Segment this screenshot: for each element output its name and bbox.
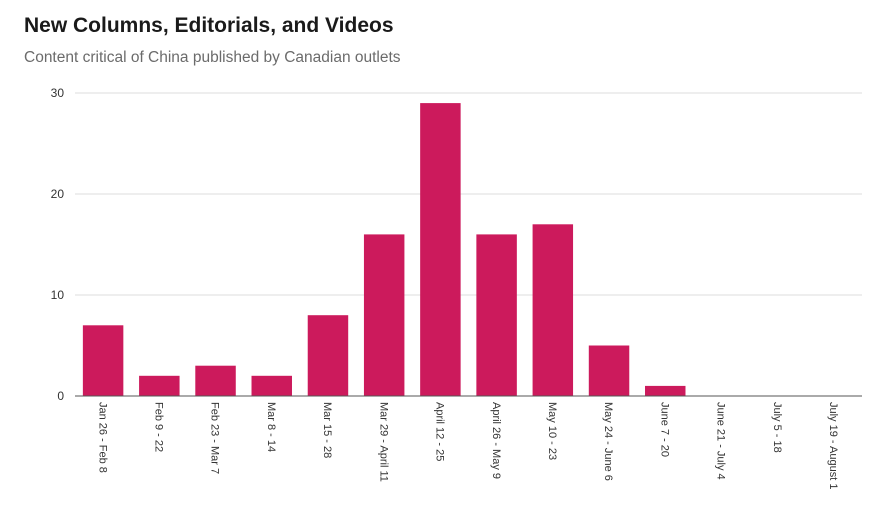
gridlines — [75, 92, 862, 296]
y-axis-ticks: 0 10 20 30 — [51, 86, 65, 403]
chart-title: New Columns, Editorials, and Videos — [24, 14, 394, 37]
x-tick-label: Jan 26 - Feb 8 — [96, 402, 108, 473]
x-tick-label: May 10 - 23 — [546, 402, 558, 460]
x-tick-label: June 7 - 20 — [658, 402, 670, 457]
y-tick-label: 10 — [51, 288, 65, 302]
x-tick-label: April 26 - May 9 — [490, 402, 502, 479]
bar — [588, 345, 630, 396]
x-tick-label: July 19 - August 1 — [827, 402, 839, 489]
x-axis-ticks: Jan 26 - Feb 8 Feb 9 - 22 Feb 23 - Mar 7 Ma… — [96, 402, 839, 489]
bar — [532, 224, 574, 396]
bar — [195, 365, 236, 396]
bar — [363, 234, 405, 396]
bar — [307, 315, 349, 396]
x-tick-label: June 21 - July 4 — [715, 402, 727, 480]
bars — [82, 103, 686, 396]
y-tick-label: 0 — [57, 389, 64, 403]
x-tick-label: Mar 29 - April 11 — [377, 402, 389, 482]
x-tick-label: Mar 15 - 28 — [321, 402, 333, 458]
x-tick-label: May 24 - June 6 — [602, 402, 614, 481]
x-tick-label: July 5 - 18 — [771, 402, 783, 453]
bar — [420, 103, 461, 396]
bar — [251, 375, 292, 396]
bar — [645, 385, 686, 396]
x-tick-label: Feb 9 - 22 — [152, 402, 164, 452]
bar — [476, 234, 517, 396]
x-tick-label: April 12 - 25 — [434, 402, 446, 461]
y-tick-label: 20 — [51, 187, 65, 201]
x-tick-label: Feb 23 - Mar 7 — [209, 402, 221, 474]
chart-subtitle: Content critical of China published by C… — [24, 49, 401, 66]
y-tick-label: 30 — [51, 86, 65, 100]
bar — [139, 375, 180, 396]
x-tick-label: Mar 8 - 14 — [265, 402, 277, 452]
bar — [82, 325, 124, 396]
